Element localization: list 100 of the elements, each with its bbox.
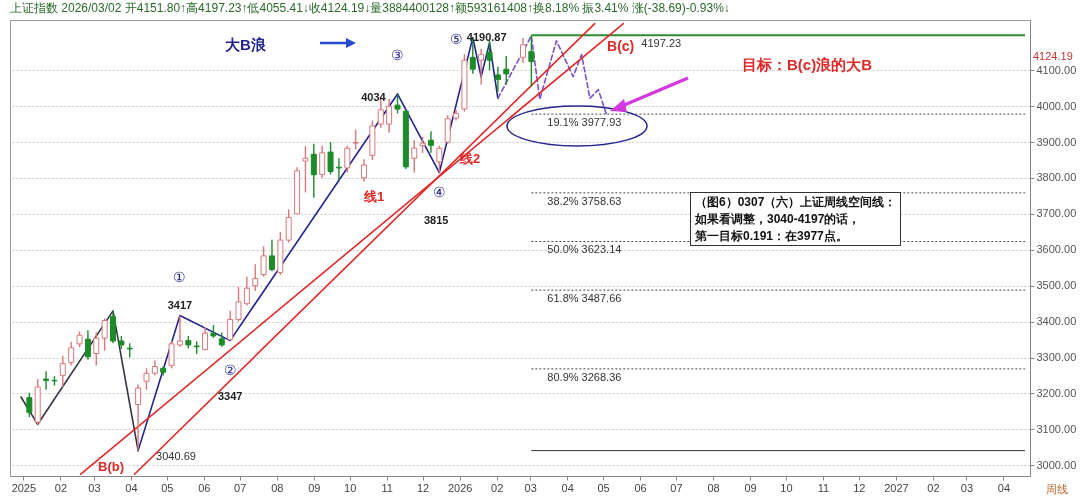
y-tick-label: 3700.00 [1036, 207, 1077, 220]
y-tick-label: 3500.00 [1036, 279, 1077, 292]
candlestick [335, 157, 342, 181]
annotation: 大B浪 [225, 35, 266, 55]
y-tick-label: 4000.00 [1036, 99, 1077, 112]
y-tick-label: 3200.00 [1036, 386, 1077, 399]
x-tick-label: 11 [817, 481, 830, 494]
candlestick [268, 239, 275, 273]
annotation: ③ [390, 46, 404, 63]
candlestick [285, 208, 292, 244]
x-tick-label: 07 [670, 481, 683, 494]
annotation: ① [173, 268, 187, 285]
x-tick-label: 12 [853, 481, 866, 494]
chart-title: 上证指数 2026/03/02 开4151.80↑高4197.23↑低4055.41↓收4124.19↓量3884400128↑额593161408↑换8.18% 振3.41% 涨(-38.69)-0.93%↓ [10, 1, 730, 15]
candlestick [319, 144, 326, 179]
annotation: B(b) [98, 458, 125, 474]
candlestick [327, 141, 334, 176]
candlestick [252, 263, 259, 292]
candlestick [503, 55, 510, 86]
x-tick-label: 08 [271, 481, 284, 494]
candlestick [59, 355, 66, 388]
annotation: B(c) [607, 37, 635, 54]
ref-line-label: 4197.23 [641, 37, 682, 50]
x-tick-label: 09 [744, 481, 757, 494]
y-tick-label: 3000.00 [1036, 458, 1077, 471]
candlestick [411, 139, 418, 174]
y-tick-label: 3400.00 [1036, 315, 1077, 328]
y-tick-label: 3300.00 [1036, 351, 1077, 364]
annotation: 4034 [361, 90, 387, 103]
candlestick [344, 144, 351, 174]
x-tick-label: 2027 [884, 481, 909, 494]
ref-line-label: 80.9% 3268.36 [547, 370, 622, 383]
candlestick [243, 276, 250, 307]
candlestick [93, 331, 100, 367]
x-tick-label: 03 [524, 481, 537, 494]
x-tick-label: 06 [634, 481, 647, 494]
candlestick [427, 130, 434, 154]
x-tick-label: 08 [707, 481, 720, 494]
candlestick [478, 48, 485, 86]
candlestick [260, 245, 267, 278]
y-tick-label: 3100.00 [1036, 422, 1077, 435]
annotation: 3040.69 [156, 449, 196, 462]
x-tick-label: 09 [308, 481, 321, 494]
annotation: ⑤ [450, 30, 464, 47]
y-tick-label: 4100.00 [1036, 63, 1077, 76]
annotation: ④ [432, 183, 446, 200]
x-tick-label: 03 [88, 481, 101, 494]
candlestick [528, 34, 535, 87]
candlestick [135, 383, 142, 452]
candlestick [436, 144, 443, 174]
candlestick [26, 392, 33, 418]
candlestick [68, 341, 75, 367]
candlestick [486, 39, 493, 71]
x-tick-label: 04 [561, 481, 574, 494]
candlestick [494, 65, 501, 93]
x-tick-label: 03 [960, 481, 974, 494]
x-tick-label: 04 [125, 481, 138, 494]
y-tick-label: 3800.00 [1036, 171, 1077, 184]
candlestick [352, 128, 359, 150]
annotation: ② [223, 361, 237, 378]
candlestick [310, 143, 317, 199]
candlestick [302, 145, 309, 194]
x-tick-label: 02 [491, 481, 504, 494]
candlestick [227, 310, 234, 342]
candlestick [43, 370, 50, 391]
candlestick [168, 340, 175, 369]
x-tick-label: 05 [597, 481, 610, 494]
x-tick-label: 02 [927, 481, 940, 494]
annotation: 3347 [218, 389, 243, 404]
x-tick-label: 10 [344, 481, 357, 494]
x-tick-label: 2026 [447, 481, 473, 494]
candlestick [386, 98, 393, 134]
x-tick-label: 05 [161, 481, 174, 494]
candlestick [101, 317, 108, 352]
candlestick [143, 367, 150, 391]
y-tick-label: 3600.00 [1036, 243, 1077, 256]
x-tick-label: 2025 [11, 481, 37, 494]
candlestick [235, 286, 242, 323]
y-tick-label: 3900.00 [1036, 135, 1077, 148]
x-tick-label: 07 [234, 481, 247, 494]
annotation: 4190.87 [466, 30, 507, 43]
candlestick [84, 329, 91, 361]
candlestick [444, 114, 451, 145]
annotation: 3417 [167, 298, 193, 311]
text: 周线 [1046, 482, 1068, 497]
annotation: 第一目标0.191：在3977点。 [695, 227, 849, 245]
x-tick-label: 12 [416, 481, 430, 494]
x-tick-label: 10 [780, 481, 793, 494]
annotation: （图6）0307（六）上证周线空间线： [695, 194, 897, 211]
ref-line-label: 38.2% 3758.63 [547, 194, 622, 207]
annotation: 线1 [364, 188, 385, 206]
candlestick [361, 158, 368, 183]
x-tick-label: 06 [198, 481, 211, 494]
candlestick [394, 93, 401, 115]
x-tick-label: 04 [997, 481, 1011, 494]
ref-line-label: 50.0% 3623.14 [547, 243, 622, 256]
candlestick [519, 37, 526, 64]
ref-line-label: 19.1% 3977.93 [547, 116, 622, 129]
annotation: 如果看调整，3040-4197的话， [695, 210, 862, 228]
text: 4124.19 [1033, 49, 1073, 64]
